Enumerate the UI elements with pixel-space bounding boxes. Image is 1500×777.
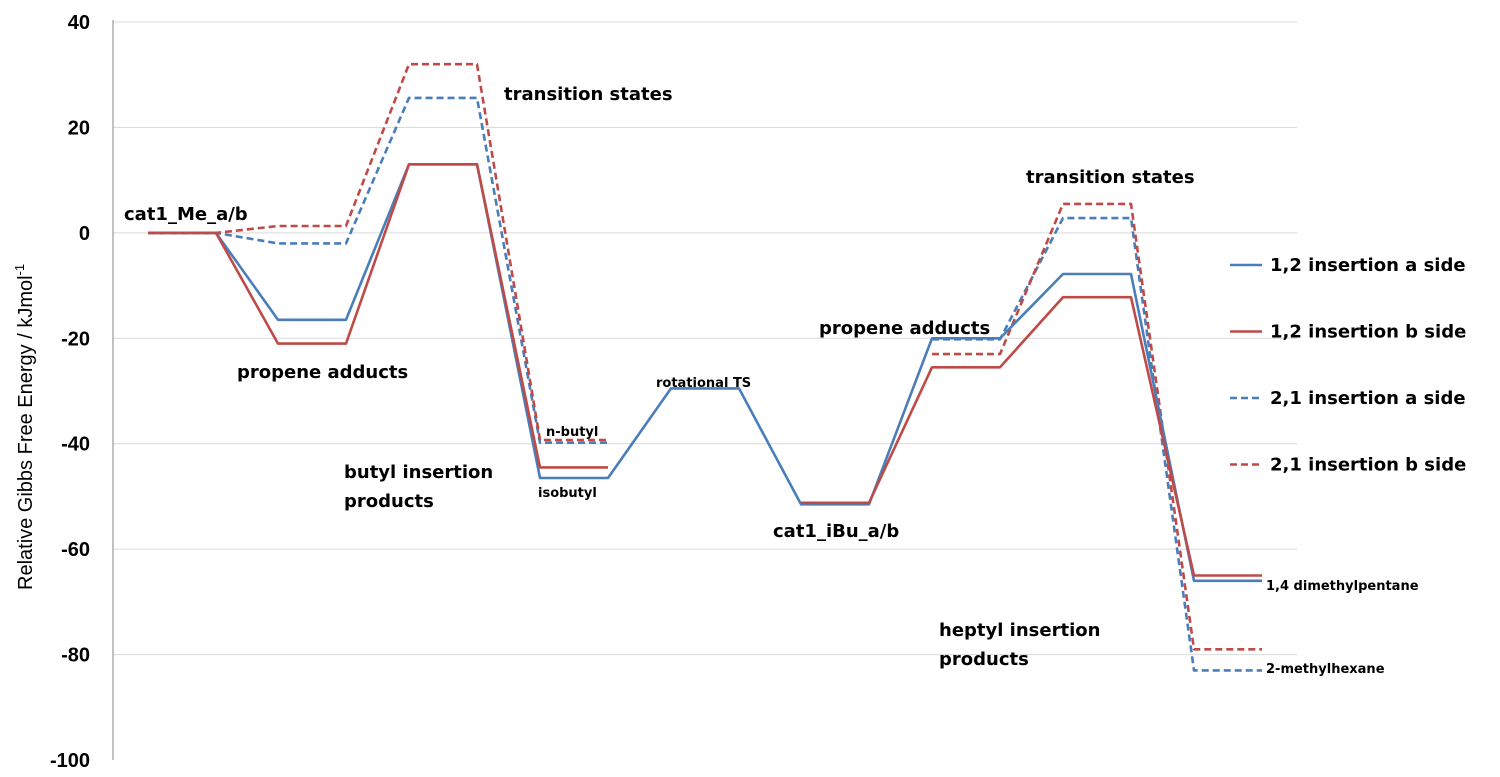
annotation-n-butyl: n-butyl — [546, 425, 598, 440]
series-line-1-2-insertion-b-side — [148, 163, 1262, 577]
series-lines — [148, 62, 1262, 672]
annotation-heptyl-products-line1: heptyl insertion — [939, 620, 1100, 641]
annotation-transition-states-1: transition states — [504, 84, 673, 105]
annotation-propene-adducts-1: propene adducts — [237, 362, 408, 383]
gridlines — [113, 21, 1297, 656]
y-tick-label: -80 — [61, 645, 90, 667]
y-tick-label: -60 — [61, 539, 90, 561]
y-tick-label: -40 — [61, 434, 90, 456]
legend-label: 2,1 insertion a side — [1270, 388, 1466, 409]
series-line-2-1-insertion-b-side — [148, 62, 1262, 651]
annotation-cat1-me: cat1_Me_a/b — [124, 204, 248, 225]
y-tick-label: 20 — [68, 117, 90, 139]
y-tick-label: 40 — [68, 12, 90, 34]
y-tick-label: -20 — [61, 328, 90, 350]
annotation-rotational-ts: rotational TS — [656, 376, 751, 391]
y-tick-label: 0 — [79, 223, 90, 245]
y-tick-label: -100 — [50, 750, 90, 772]
series-line-1-2-insertion-a-side — [148, 163, 1262, 583]
legend-label: 1,2 insertion b side — [1270, 322, 1466, 343]
annotation-cat1-ibu: cat1_iBu_a/b — [773, 521, 899, 542]
annotation-butyl-products-line2: products — [344, 491, 434, 512]
annotation-heptyl-products-line2: products — [939, 649, 1029, 670]
annotation-isobutyl: isobutyl — [538, 486, 597, 501]
annotation-butyl-products-line1: butyl insertion — [344, 462, 493, 483]
legend-label: 1,2 insertion a side — [1270, 255, 1466, 276]
annotation-methylhexane: 2-methylhexane — [1266, 662, 1385, 677]
annotation-transition-states-2: transition states — [1026, 167, 1195, 188]
y-tick-labels: 40 20 0 -20 -40 -60 -80 -100 — [50, 12, 90, 772]
annotation-propene-adducts-2: propene adducts — [819, 318, 990, 339]
y-axis-label: Relative Gibbs Free Energy / kJmol-1 — [12, 264, 37, 590]
annotation-dimethylpentane: 1,4 dimethylpentane — [1266, 579, 1419, 594]
legend: 1,2 insertion a side 1,2 insertion b side… — [1230, 255, 1466, 476]
legend-label: 2,1 insertion b side — [1270, 455, 1466, 476]
